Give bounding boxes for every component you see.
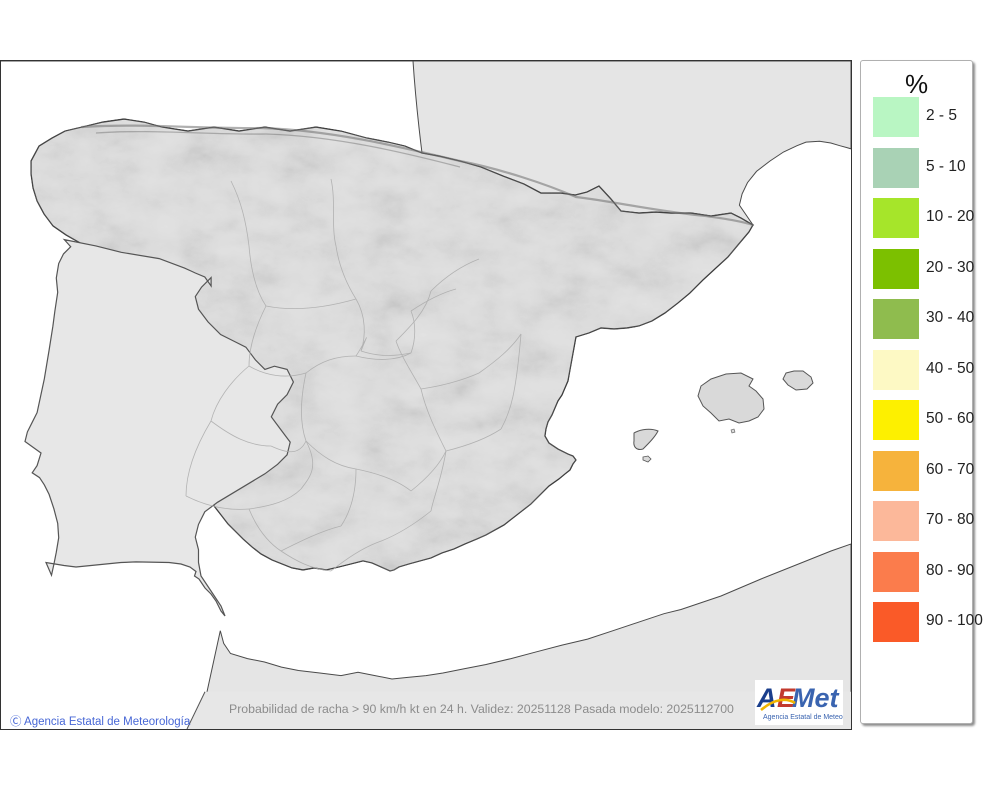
svg-text:Probabilidad de racha > 90 km/: Probabilidad de racha > 90 km/h kt en 24…	[229, 702, 734, 716]
svg-text:Agencia Estatal de Meteorologí: Agencia Estatal de Meteorología	[763, 714, 843, 721]
svg-text:Met: Met	[792, 683, 840, 713]
svg-text:A: A	[756, 683, 777, 713]
